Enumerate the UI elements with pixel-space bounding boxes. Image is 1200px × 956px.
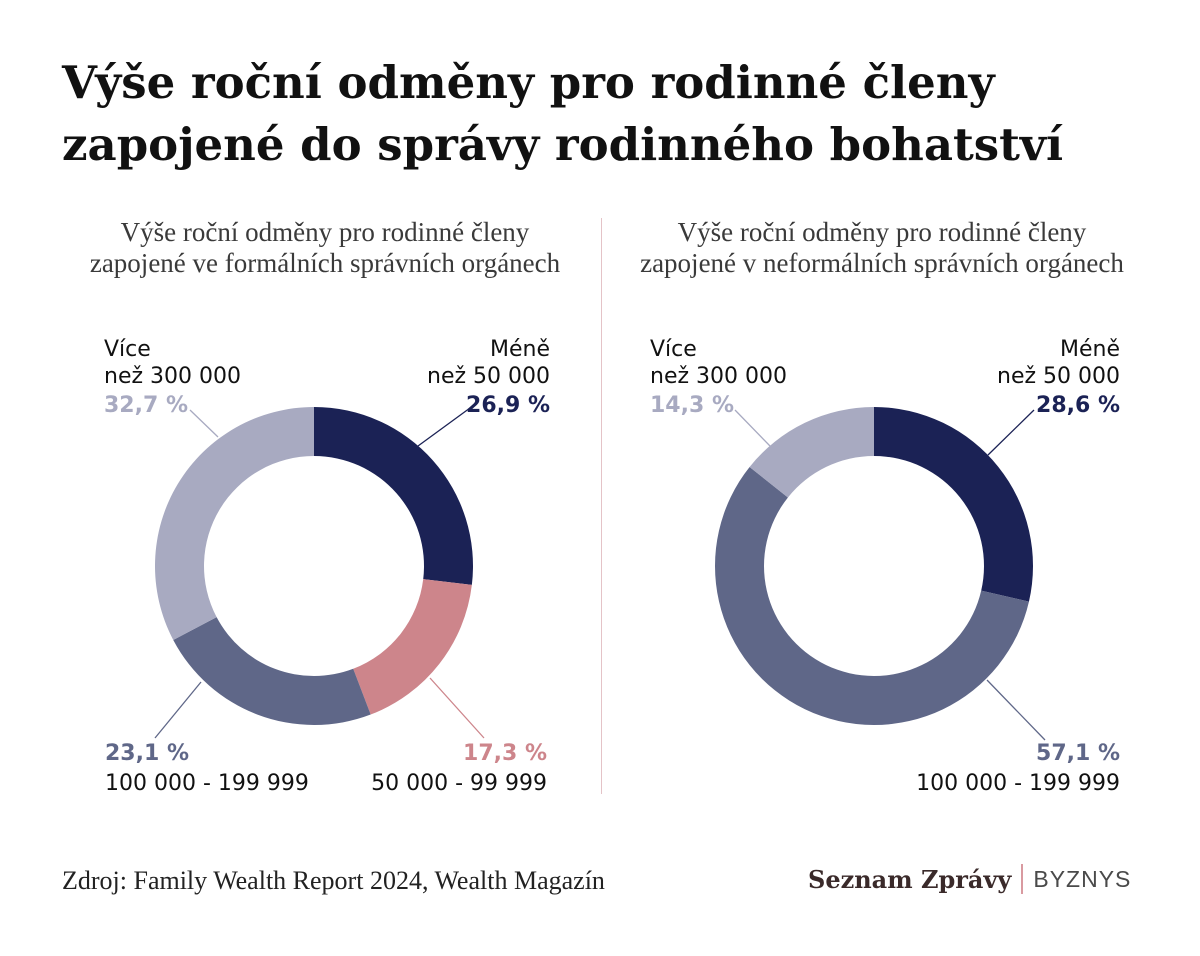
category-label-informal-v-ce-ne-300-000: než 300 000 (650, 364, 787, 389)
donut-slice-formal-m-n-ne-50-000 (314, 407, 474, 585)
leader-line-informal-m-n-ne-50-000 (987, 409, 1035, 456)
leader-line-formal-100-000-199-999 (154, 681, 202, 739)
data-label-informal-100-000-199-999: 57,1 % (1036, 741, 1120, 766)
leader-line-informal-v-ce-ne-300-000 (734, 409, 771, 447)
donut-slice-formal-50-000-99-999 (353, 579, 472, 715)
category-label-informal-v-ce-ne-300-000: Více (650, 337, 697, 362)
data-label-informal-v-ce-ne-300-000: 14,3 % (650, 393, 734, 418)
donut-slice-formal-100-000-199-999 (173, 617, 371, 726)
leader-line-informal-100-000-199-999 (986, 679, 1046, 741)
left-chart-subtitle: Výše roční odměny pro rodinné členy zapo… (89, 217, 561, 278)
brand-section: BYZNYS (1033, 865, 1132, 892)
data-label-formal-50-000-99-999: 17,3 % (463, 741, 547, 766)
donut-slice-informal-v-ce-ne-300-000 (749, 407, 874, 498)
brand-separator (1021, 864, 1024, 894)
category-label-formal-50-000-99-999: 50 000 - 99 999 (371, 771, 547, 796)
category-label-formal-m-n-ne-50-000: Méně (490, 337, 550, 362)
donut-slice-informal-m-n-ne-50-000 (874, 407, 1033, 602)
brand-logo: Seznam Zprávy BYZNYS (808, 864, 1131, 894)
donut-slice-formal-v-ce-ne-300-000 (155, 407, 314, 640)
brand-name: Seznam Zprávy (808, 864, 1012, 894)
chart-divider (601, 218, 602, 794)
category-label-informal-m-n-ne-50-000: Méně (1060, 337, 1120, 362)
donut-slice-informal-100-000-199-999 (715, 466, 1029, 725)
data-label-formal-m-n-ne-50-000: 26,9 % (466, 393, 550, 418)
category-label-informal-m-n-ne-50-000: než 50 000 (997, 364, 1120, 389)
data-label-informal-m-n-ne-50-000: 28,6 % (1036, 393, 1120, 418)
leader-line-formal-m-n-ne-50-000 (417, 407, 471, 447)
leader-line-formal-v-ce-ne-300-000 (189, 409, 219, 438)
category-label-formal-100-000-199-999: 100 000 - 199 999 (105, 771, 309, 796)
right-chart-subtitle: Výše roční odměny pro rodinné členy zapo… (640, 217, 1124, 278)
chart-title: Výše roční odměny pro rodinné členy zapo… (62, 56, 1064, 171)
category-label-formal-v-ce-ne-300-000: Více (104, 337, 151, 362)
category-label-formal-m-n-ne-50-000: než 50 000 (427, 364, 550, 389)
data-label-formal-100-000-199-999: 23,1 % (105, 741, 189, 766)
category-label-formal-v-ce-ne-300-000: než 300 000 (104, 364, 241, 389)
leader-line-formal-50-000-99-999 (429, 677, 485, 739)
data-label-formal-v-ce-ne-300-000: 32,7 % (104, 393, 188, 418)
source-note: Zdroj: Family Wealth Report 2024, Wealth… (62, 866, 605, 895)
category-label-informal-100-000-199-999: 100 000 - 199 999 (916, 771, 1120, 796)
